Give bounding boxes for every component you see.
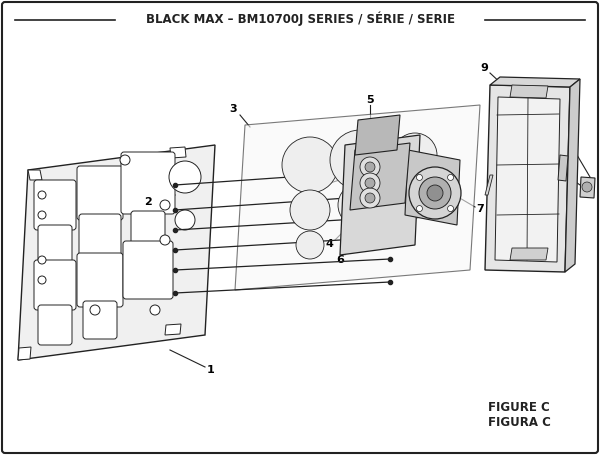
Polygon shape [340, 135, 420, 255]
FancyBboxPatch shape [77, 166, 123, 220]
Polygon shape [510, 85, 548, 98]
Circle shape [290, 190, 330, 230]
Polygon shape [18, 347, 31, 360]
FancyBboxPatch shape [121, 152, 175, 214]
Polygon shape [565, 79, 580, 272]
Circle shape [160, 235, 170, 245]
Circle shape [90, 305, 100, 315]
Circle shape [365, 178, 375, 188]
FancyBboxPatch shape [79, 214, 121, 260]
Polygon shape [165, 324, 181, 335]
Circle shape [409, 167, 461, 219]
Polygon shape [350, 143, 410, 210]
Polygon shape [558, 155, 568, 181]
Text: 7: 7 [476, 204, 484, 214]
Circle shape [365, 193, 375, 203]
Polygon shape [485, 85, 570, 272]
FancyBboxPatch shape [131, 211, 165, 249]
Text: 6: 6 [336, 255, 344, 265]
Polygon shape [405, 150, 460, 225]
Text: 5: 5 [366, 95, 374, 105]
Polygon shape [510, 248, 548, 260]
Circle shape [397, 182, 433, 218]
Text: 9: 9 [480, 63, 488, 73]
Text: 5: 5 [319, 180, 327, 190]
FancyBboxPatch shape [123, 241, 173, 299]
Circle shape [38, 211, 46, 219]
Text: FIGURA C: FIGURA C [488, 416, 550, 429]
FancyBboxPatch shape [77, 253, 123, 307]
Polygon shape [170, 147, 186, 158]
Circle shape [175, 210, 195, 230]
Polygon shape [580, 177, 595, 198]
Polygon shape [485, 175, 493, 195]
Circle shape [416, 206, 422, 212]
Circle shape [448, 174, 454, 181]
Circle shape [282, 137, 338, 193]
Circle shape [393, 133, 437, 177]
Circle shape [427, 185, 443, 201]
Text: 3: 3 [229, 104, 237, 114]
Text: FIGURE C: FIGURE C [488, 401, 550, 414]
Text: 1: 1 [207, 365, 215, 375]
Circle shape [365, 162, 375, 172]
Circle shape [582, 182, 592, 192]
FancyBboxPatch shape [34, 260, 76, 310]
Circle shape [416, 174, 422, 181]
FancyBboxPatch shape [83, 301, 117, 339]
Circle shape [330, 130, 390, 190]
Circle shape [448, 206, 454, 212]
Circle shape [419, 177, 451, 209]
Polygon shape [28, 170, 42, 180]
FancyBboxPatch shape [34, 180, 76, 230]
Circle shape [169, 161, 201, 193]
Circle shape [360, 188, 380, 208]
Circle shape [338, 183, 382, 227]
Text: 8: 8 [569, 145, 577, 155]
Circle shape [160, 200, 170, 210]
FancyBboxPatch shape [38, 225, 72, 265]
FancyBboxPatch shape [38, 305, 72, 345]
Circle shape [150, 305, 160, 315]
Polygon shape [495, 97, 560, 262]
Circle shape [38, 256, 46, 264]
Circle shape [38, 191, 46, 199]
Polygon shape [355, 115, 400, 155]
Polygon shape [18, 145, 215, 360]
Polygon shape [235, 105, 480, 290]
Polygon shape [490, 77, 580, 87]
Circle shape [296, 231, 324, 259]
Circle shape [360, 173, 380, 193]
Circle shape [120, 155, 130, 165]
Text: 4: 4 [325, 239, 333, 249]
Text: BLACK MAX – BM10700J SERIES / SÉRIE / SERIE: BLACK MAX – BM10700J SERIES / SÉRIE / SE… [146, 12, 455, 26]
Circle shape [360, 157, 380, 177]
Text: 2: 2 [144, 197, 152, 207]
Circle shape [38, 276, 46, 284]
